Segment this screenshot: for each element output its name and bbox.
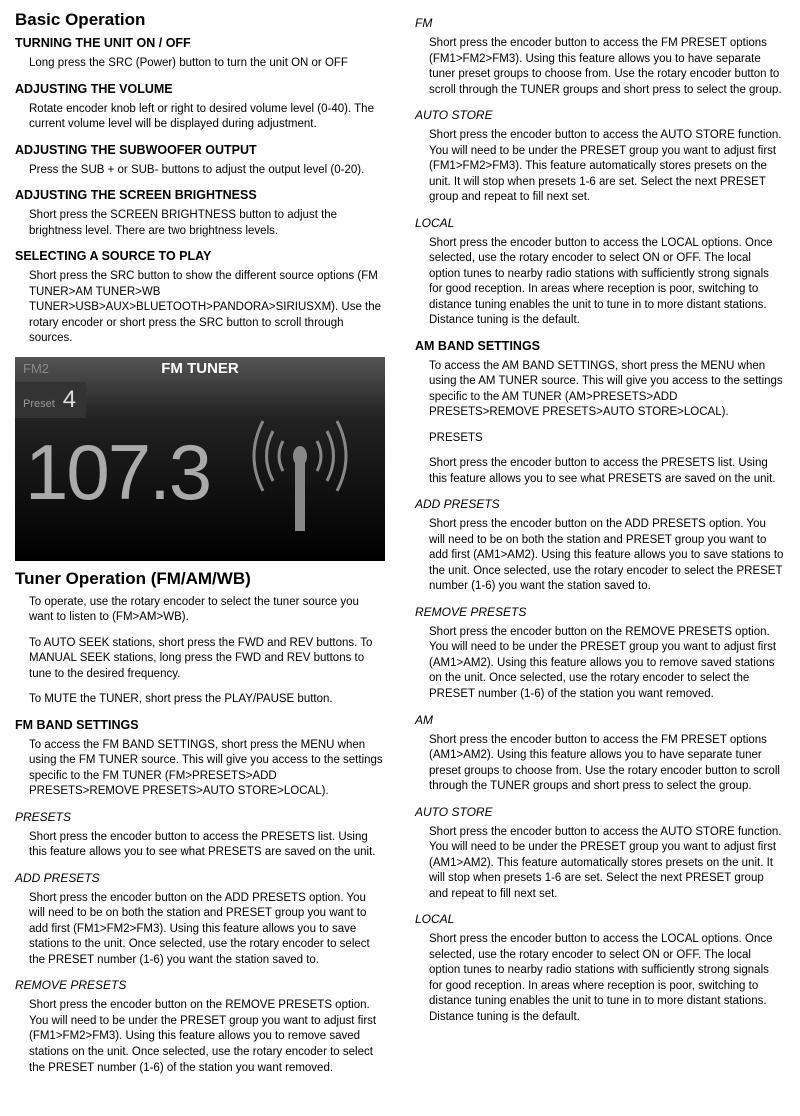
heading-remove-presets-2: REMOVE PRESETS <box>415 605 785 619</box>
tuner-preset-label: Preset <box>23 398 55 410</box>
tuner-preset-number: 4 <box>63 386 76 414</box>
heading-presets: PRESETS <box>15 810 385 824</box>
text-tuner-op-3: To MUTE the TUNER, short press the PLAY/… <box>29 692 385 708</box>
tuner-preset-box: Preset 4 <box>15 382 86 418</box>
heading-local-2: LOCAL <box>415 912 785 926</box>
left-column: Basic Operation TURNING THE UNIT ON / OF… <box>15 10 385 1086</box>
text-auto-store-1: Short press the encoder button to access… <box>429 128 785 206</box>
right-column: FM Short press the encoder button to acc… <box>415 10 785 1086</box>
heading-fm: FM <box>415 16 785 30</box>
text-fm: Short press the encoder button to access… <box>429 36 785 98</box>
text-am-band-3: Short press the encoder button to access… <box>429 456 785 487</box>
text-add-presets-2: Short press the encoder button on the AD… <box>429 517 785 595</box>
text-remove-presets: Short press the encoder button on the RE… <box>29 998 385 1076</box>
heading-basic-operation: Basic Operation <box>15 10 385 30</box>
heading-add-presets: ADD PRESETS <box>15 871 385 885</box>
text-tuner-op-2: To AUTO SEEK stations, short press the F… <box>29 636 385 683</box>
text-fm-band-settings: To access the FM BAND SETTINGS, short pr… <box>29 738 385 800</box>
text-am-band-2: PRESETS <box>429 431 785 447</box>
heading-local-1: LOCAL <box>415 216 785 230</box>
text-subwoofer: Press the SUB + or SUB- buttons to adjus… <box>29 163 385 179</box>
text-add-presets: Short press the encoder button on the AD… <box>29 891 385 969</box>
text-tuner-op-1: To operate, use the rotary encoder to se… <box>29 595 385 626</box>
heading-add-presets-2: ADD PRESETS <box>415 497 785 511</box>
tuner-frequency: 107.3 <box>25 427 210 518</box>
heading-select-source: SELECTING A SOURCE TO PLAY <box>15 249 385 263</box>
tuner-top-bar: FM2 FM TUNER <box>15 357 385 376</box>
text-local-2: Short press the encoder button to access… <box>429 932 785 1025</box>
tuner-band-label: FM2 <box>23 361 49 376</box>
heading-turning-on-off: TURNING THE UNIT ON / OFF <box>15 36 385 50</box>
heading-fm-band-settings: FM BAND SETTINGS <box>15 718 385 732</box>
text-select-source: Short press the SRC button to show the d… <box>29 269 385 347</box>
text-local-1: Short press the encoder button to access… <box>429 236 785 329</box>
text-turning-on-off: Long press the SRC (Power) button to tur… <box>29 56 385 72</box>
signal-icon <box>245 401 355 541</box>
heading-am: AM <box>415 713 785 727</box>
heading-remove-presets: REMOVE PRESETS <box>15 978 385 992</box>
text-auto-store-2: Short press the encoder button to access… <box>429 825 785 903</box>
heading-auto-store-2: AUTO STORE <box>415 805 785 819</box>
heading-subwoofer: ADJUSTING THE SUBWOOFER OUTPUT <box>15 143 385 157</box>
page-columns: Basic Operation TURNING THE UNIT ON / OF… <box>15 10 785 1086</box>
text-remove-presets-2: Short press the encoder button on the RE… <box>429 625 785 703</box>
text-presets: Short press the encoder button to access… <box>29 830 385 861</box>
tuner-display: FM2 FM TUNER Preset 4 107.3 <box>15 357 385 561</box>
text-am-band-1: To access the AM BAND SETTINGS, short pr… <box>429 359 785 421</box>
heading-brightness: ADJUSTING THE SCREEN BRIGHTNESS <box>15 188 385 202</box>
tuner-title: FM TUNER <box>161 360 239 377</box>
text-am: Short press the encoder button to access… <box>429 733 785 795</box>
heading-auto-store-1: AUTO STORE <box>415 108 785 122</box>
heading-adjusting-volume: ADJUSTING THE VOLUME <box>15 82 385 96</box>
heading-tuner-operation: Tuner Operation (FM/AM/WB) <box>15 569 385 589</box>
text-brightness: Short press the SCREEN BRIGHTNESS button… <box>29 208 385 239</box>
heading-am-band-settings: AM BAND SETTINGS <box>415 339 785 353</box>
text-adjusting-volume: Rotate encoder knob left or right to des… <box>29 102 385 133</box>
